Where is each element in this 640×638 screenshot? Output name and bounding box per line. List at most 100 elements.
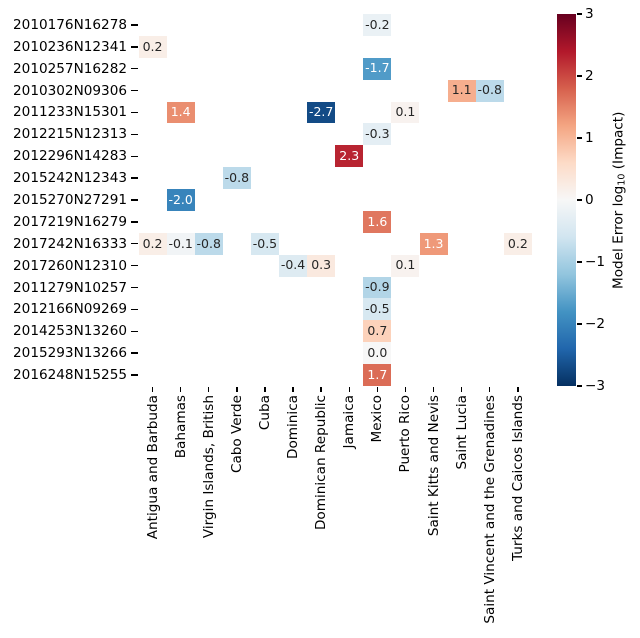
colorbar-label-suffix: (Impact) [610, 111, 627, 174]
colorbar-label-prefix: Model Error log [610, 185, 627, 289]
heatmap-cell: 1.6 [363, 210, 392, 233]
x-tick [432, 387, 435, 392]
x-tick-label: Dominican Republic [313, 395, 330, 531]
heatmap-cell: 0.7 [363, 320, 392, 343]
y-tick [131, 330, 138, 332]
colorbar-label: Model Error log10 (Impact) [606, 14, 632, 386]
heatmap-cell: 0.2 [503, 232, 532, 255]
x-tick-label: Turks and Caicos Islands [509, 395, 526, 561]
heatmap-cell: 1.3 [419, 232, 448, 255]
heatmap-cell: -0.3 [363, 123, 392, 146]
x-tick-label: Saint Vincent and the Grenadines [481, 395, 498, 624]
y-tick-label: 2010257N16282 [13, 60, 127, 77]
y-tick [131, 308, 138, 311]
colorbar-tick-label: −1 [585, 253, 606, 270]
colorbar-tick [576, 13, 582, 15]
y-tick-label: 2015242N12343 [13, 170, 127, 187]
colorbar-gradient [557, 14, 576, 386]
heatmap-cell: -0.9 [363, 276, 392, 299]
heatmap-cell: 0.3 [307, 254, 336, 277]
x-tick [489, 387, 491, 392]
heatmap-cell: -0.8 [222, 167, 251, 190]
y-tick [131, 133, 138, 136]
y-tick [131, 264, 138, 267]
colorbar-tick [576, 385, 582, 387]
y-tick [131, 68, 138, 70]
x-tick [348, 387, 350, 392]
y-tick-label: 2012215N12313 [13, 126, 127, 143]
heatmap-cell: -0.5 [363, 298, 392, 321]
heatmap-cell: 1.1 [447, 79, 476, 102]
colorbar-tick [576, 137, 582, 139]
y-tick [131, 352, 138, 354]
heatmap-cell: -2.0 [166, 189, 195, 211]
heatmap-cell: 1.4 [166, 101, 195, 124]
heatmap-cell: 1.7 [363, 364, 392, 386]
heatmap-cell: -1.7 [363, 57, 392, 80]
y-tick-label: 2017260N12310 [13, 257, 127, 274]
x-tick-label: Saint Kitts and Nevis [425, 395, 442, 537]
x-tick-label: Cabo Verde [228, 395, 245, 474]
y-tick-label: 2010236N12341 [13, 38, 127, 55]
heatmap-cell: -2.7 [307, 101, 336, 124]
x-tick [517, 387, 519, 392]
x-tick-label: Antigua and Barbuda [144, 395, 161, 540]
y-tick [131, 155, 138, 157]
heatmap-cell: -0.8 [475, 79, 504, 102]
x-tick [264, 387, 266, 392]
y-tick [131, 243, 138, 245]
heatmap-cell: 0.1 [391, 254, 420, 277]
y-tick [131, 177, 138, 179]
y-tick-label: 2010176N16278 [13, 16, 127, 33]
colorbar-tick [576, 323, 582, 325]
y-tick-label: 2011233N15301 [13, 104, 127, 121]
heatmap-cell: -0.2 [363, 14, 392, 36]
y-tick-label: 2010302N09306 [13, 82, 127, 99]
x-tick [151, 387, 154, 392]
y-tick [131, 221, 138, 223]
y-tick [131, 24, 138, 26]
colorbar-tick [576, 199, 582, 201]
x-tick-label: Bahamas [172, 395, 189, 459]
heatmap-cell: -0.8 [194, 232, 223, 255]
x-tick-label: Cuba [256, 395, 273, 431]
y-tick-label: 2011279N10257 [13, 279, 127, 296]
y-tick-label: 2017219N16279 [13, 213, 127, 230]
y-tick [131, 199, 138, 201]
y-tick-label: 2012296N14283 [13, 148, 127, 165]
x-tick [320, 387, 322, 392]
heatmap-cell: -0.5 [250, 232, 279, 255]
y-tick-label: 2015293N13266 [13, 345, 127, 362]
heatmap-cell: 0.1 [391, 101, 420, 124]
heatmap-cell: 0.2 [138, 232, 167, 255]
y-tick [131, 89, 138, 92]
heatmap-cell: 0.0 [363, 342, 392, 365]
x-tick [208, 387, 210, 392]
colorbar-tick-label: 0 [585, 191, 594, 208]
x-tick [179, 387, 182, 392]
x-tick [460, 387, 463, 392]
x-tick-label: Puerto Rico [397, 395, 414, 473]
heatmap-cell: -0.4 [279, 254, 308, 277]
y-tick [131, 111, 138, 114]
x-tick [236, 387, 238, 392]
x-tick [404, 387, 407, 392]
y-tick [131, 374, 138, 376]
x-tick-label: Mexico [369, 395, 386, 443]
x-tick-label: Saint Lucia [453, 395, 470, 470]
colorbar-label-subscript: 10 [616, 173, 628, 186]
colorbar-tick [576, 261, 582, 263]
x-tick [292, 387, 294, 392]
x-tick-label: Dominica [285, 395, 302, 459]
x-tick [376, 387, 379, 392]
colorbar-tick-label: −3 [585, 377, 606, 394]
heatmap-cell: -0.1 [166, 232, 195, 255]
y-tick-label: 2016248N15255 [13, 367, 127, 384]
y-tick [131, 46, 138, 48]
y-tick [131, 286, 138, 289]
y-tick-label: 2014253N13260 [13, 323, 127, 340]
colorbar-tick-label: 2 [585, 67, 594, 84]
colorbar-tick-label: 3 [585, 6, 594, 22]
